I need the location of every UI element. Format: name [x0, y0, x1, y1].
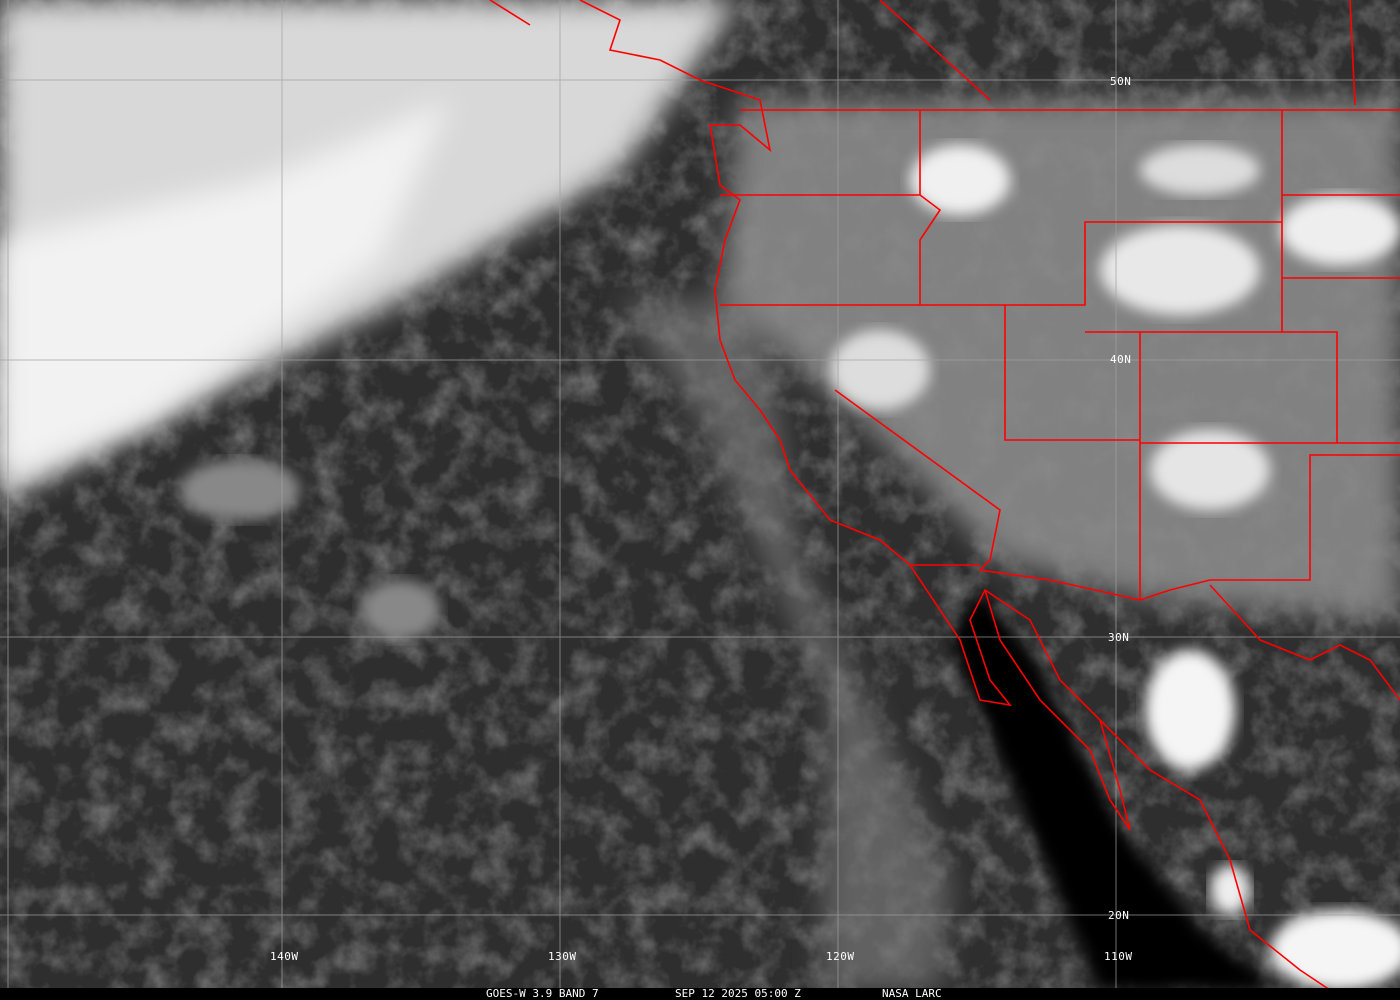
latitude-label-40n: 40N — [1110, 353, 1132, 366]
source-label: NASA LARC — [882, 987, 942, 1000]
longitude-label-140w: 140W — [270, 950, 299, 963]
longitude-label-130w: 130W — [548, 950, 577, 963]
longitude-label-120w: 120W — [826, 950, 855, 963]
satellite-band-label: GOES-W 3.9 BAND 7 — [486, 987, 599, 1000]
timestamp-label: SEP 12 2025 05:00 Z — [675, 987, 801, 1000]
mexico-border — [1209, 584, 1400, 701]
caption-bar: GOES-W 3.9 BAND 7 SEP 12 2025 05:00 Z NA… — [0, 988, 1400, 1000]
latitude-label-30n: 30N — [1108, 631, 1130, 644]
boundaries — [489, 0, 1400, 991]
latitude-label-20n: 20N — [1108, 909, 1130, 922]
latitude-label-50n: 50N — [1110, 75, 1132, 88]
longitude-label-110w: 110W — [1104, 950, 1133, 963]
baja-east-coast — [984, 589, 1131, 831]
state-borders — [720, 0, 1400, 601]
